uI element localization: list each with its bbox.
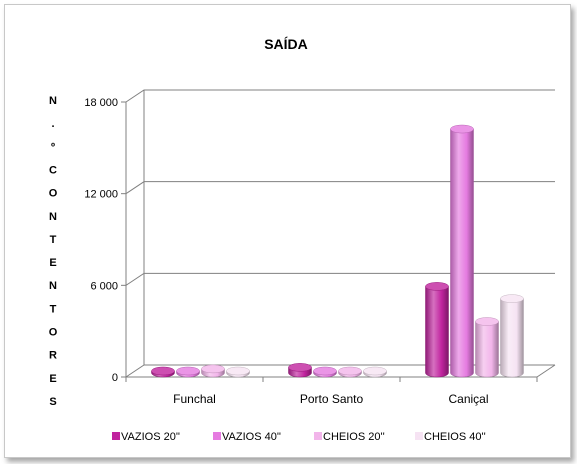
legend-label: VAZIOS 40''	[222, 431, 281, 443]
y-tick-label: 0	[112, 372, 118, 384]
bar-funchal-series-0	[151, 366, 175, 378]
y-tick-label: 12 000	[84, 189, 118, 201]
y-tick-label: 18 000	[84, 97, 118, 109]
y-axis-label-char: N	[49, 211, 57, 223]
y-axis-label-char: º	[51, 141, 55, 153]
bar-caniçal-series-3	[500, 294, 524, 378]
bar-caniçal-series-0	[425, 282, 449, 378]
y-tick-label: 6 000	[90, 280, 118, 292]
y-axis-label-char: E	[49, 373, 56, 385]
legend-item: CHEIOS 20''	[314, 431, 385, 443]
category-label: Funchal	[173, 392, 216, 406]
bar-funchal-series-1	[176, 366, 200, 378]
bar-porto-santo-series-2	[338, 366, 362, 378]
category-labels: Funchal Porto Santo Caniçal	[173, 392, 488, 406]
legend-swatch	[112, 432, 120, 440]
legend-item: VAZIOS 40''	[213, 431, 281, 443]
axes	[125, 90, 556, 382]
gridline	[125, 181, 555, 195]
category-label: Caniçal	[448, 392, 488, 406]
y-axis-label-char: T	[50, 303, 57, 315]
y-axis-label-char: N	[49, 280, 57, 292]
bar-funchal-series-3	[226, 366, 250, 378]
y-axis-label-char: E	[49, 257, 56, 269]
gridline	[125, 272, 555, 286]
y-axis-label-char: .	[51, 118, 54, 130]
chart-title: SAÍDA	[264, 36, 308, 52]
legend-item: CHEIOS 40''	[415, 431, 486, 443]
bar-funchal-series-2	[201, 364, 225, 378]
legend-swatch	[415, 432, 423, 440]
legend-swatch	[213, 432, 221, 440]
y-axis-label-char: T	[50, 234, 57, 246]
bar-caniçal-series-1	[450, 124, 474, 378]
y-axis-label-char: S	[49, 396, 56, 408]
y-tick-labels: 0 6 000 12 000 18 000	[84, 97, 126, 384]
bars	[151, 124, 524, 378]
y-axis-label-char: C	[49, 164, 57, 176]
legend-label: VAZIOS 20''	[121, 431, 180, 443]
legend-swatch	[314, 432, 322, 440]
legend-label: CHEIOS 40''	[424, 431, 486, 443]
y-axis-label-char: R	[49, 350, 57, 362]
y-axis-label-char: O	[49, 188, 58, 200]
floor-edge	[536, 364, 556, 378]
category-label: Porto Santo	[300, 392, 364, 406]
bar-caniçal-series-2	[475, 317, 499, 378]
bar-porto-santo-series-0	[288, 363, 312, 378]
bar-porto-santo-series-3	[363, 366, 387, 378]
y-axis-label-char: O	[49, 327, 58, 339]
bar-porto-santo-series-1	[313, 366, 337, 378]
gridline	[125, 89, 555, 103]
legend: VAZIOS 20'' VAZIOS 40'' CHEIOS 20'' CHEIOS …	[112, 431, 486, 443]
y-axis-label-char: N	[49, 95, 57, 107]
legend-item: VAZIOS 20''	[112, 431, 180, 443]
legend-label: CHEIOS 20''	[323, 431, 385, 443]
